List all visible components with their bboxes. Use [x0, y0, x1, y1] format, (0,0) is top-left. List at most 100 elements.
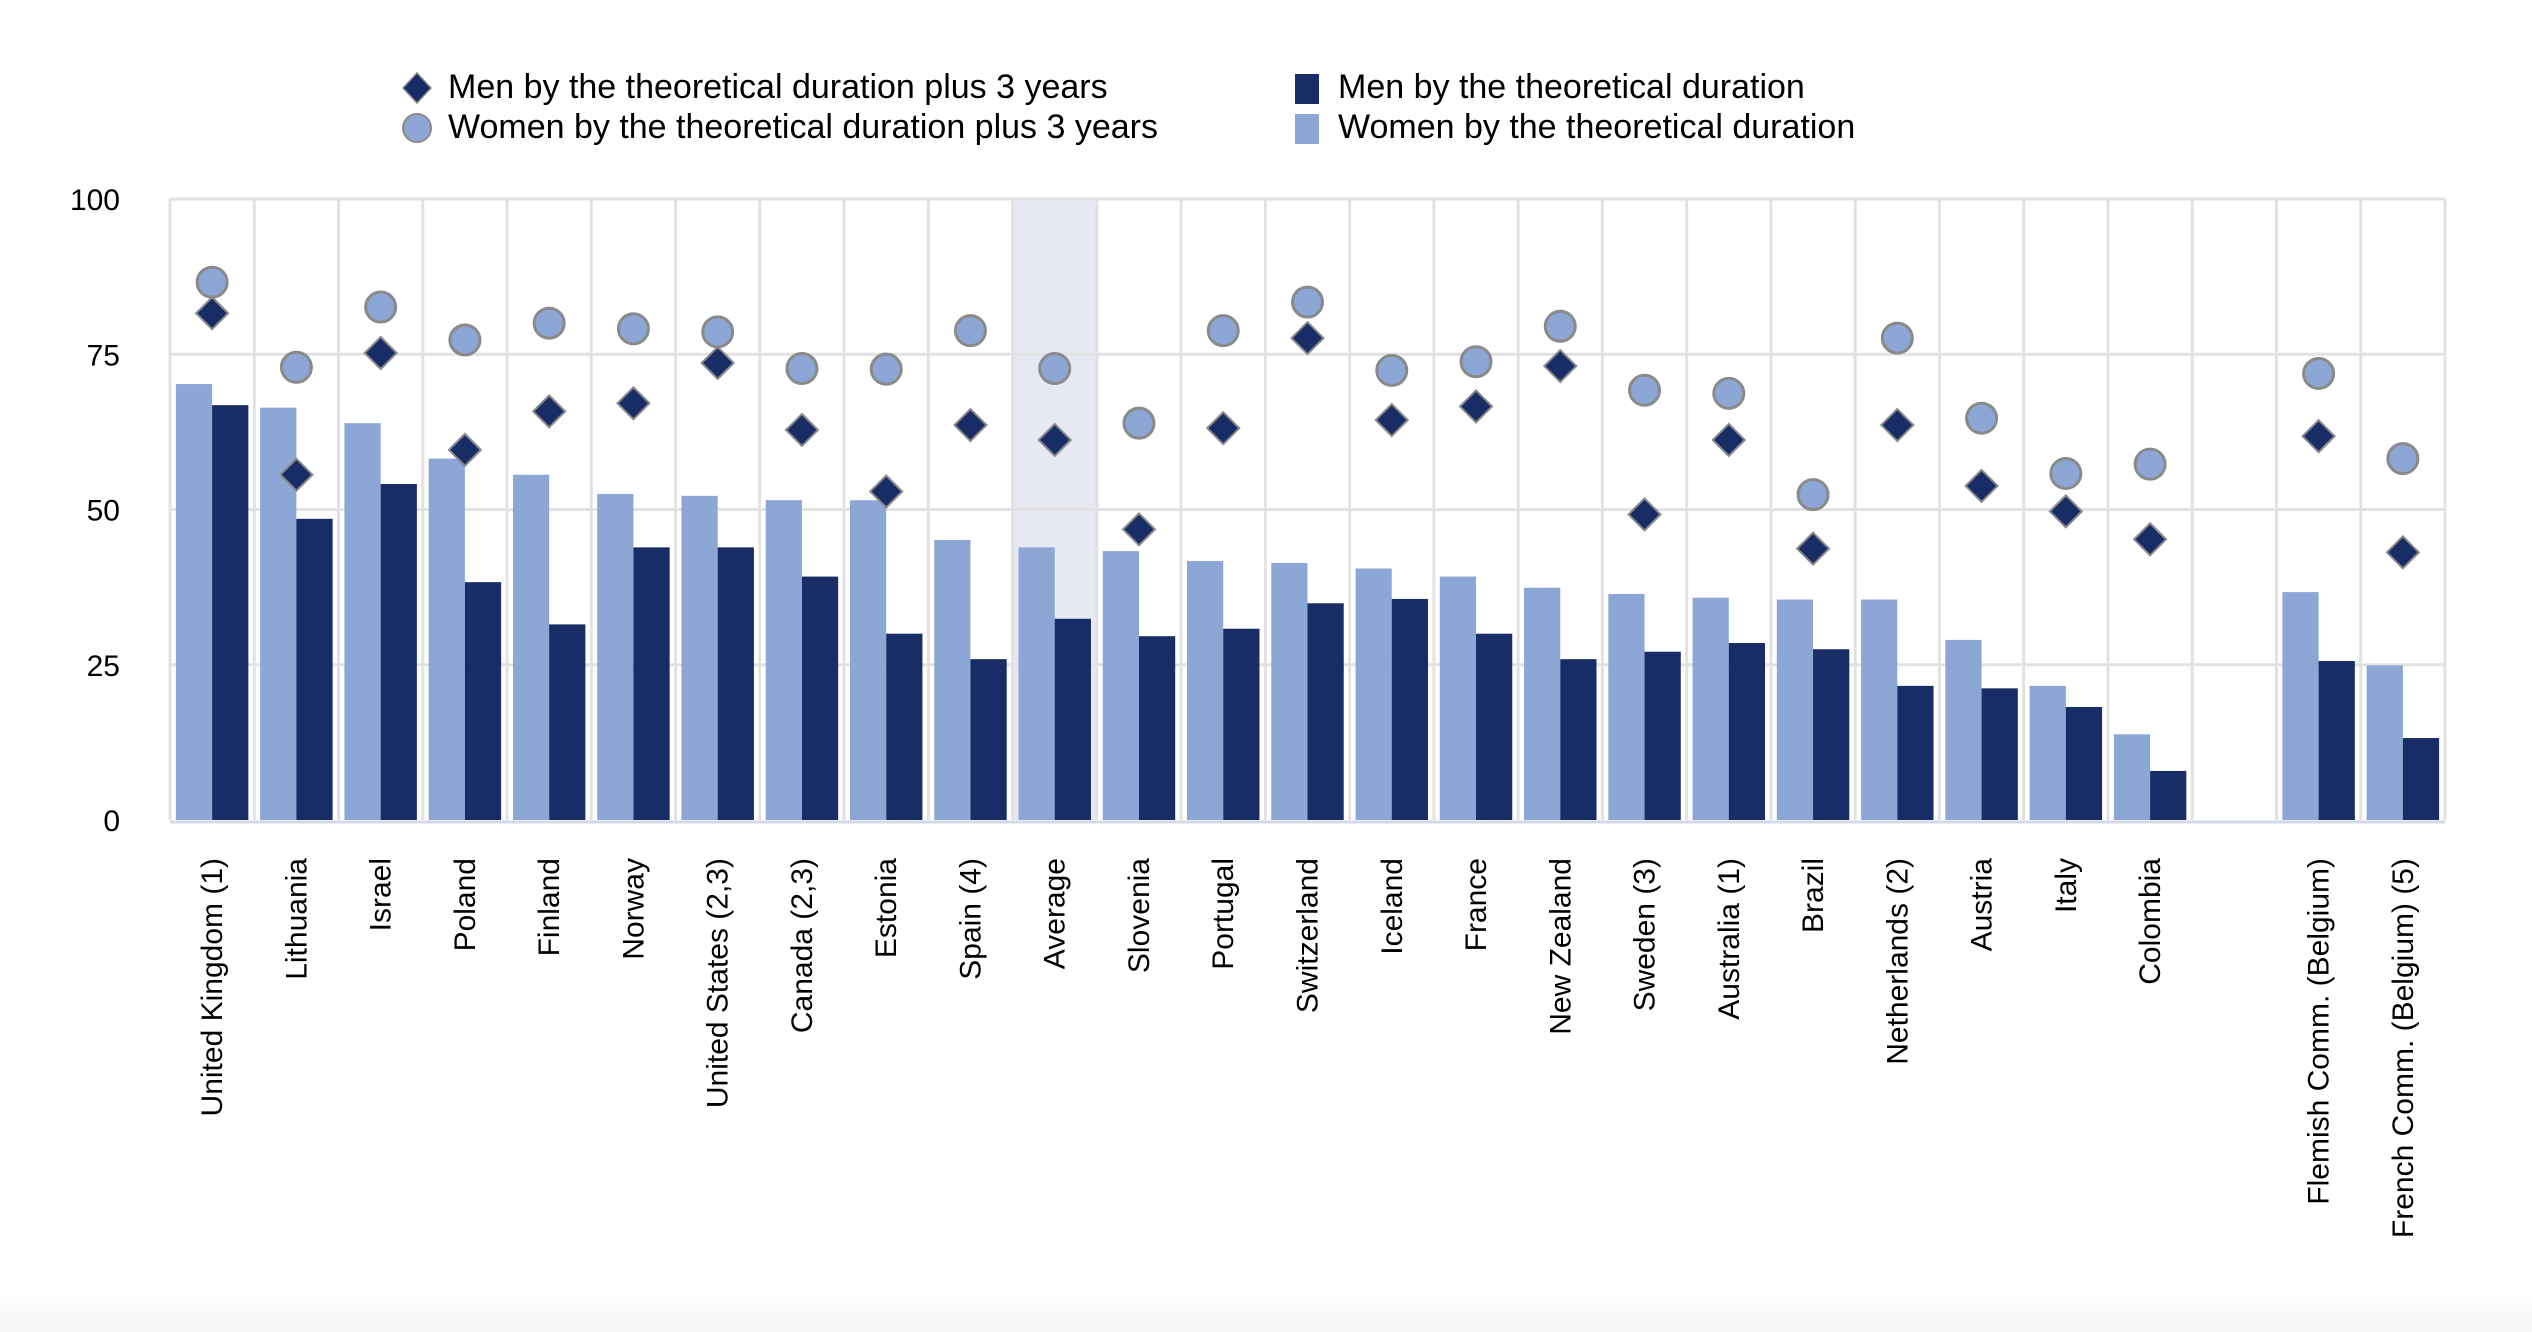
- legend-label: Women by the theoretical duration: [1338, 108, 1856, 146]
- chart-legend: Men by the theoretical duration plus 3 y…: [400, 68, 2000, 158]
- y-tick-label: 25: [87, 650, 120, 683]
- bar-women: [2366, 665, 2403, 820]
- x-category-label: Australia (1): [1713, 858, 1746, 1020]
- bar-men: [801, 576, 839, 820]
- bar-men: [549, 624, 586, 820]
- marker-women-plus3: [1375, 353, 1409, 387]
- x-category-label: Sweden (3): [1629, 858, 1662, 1011]
- bar-men: [2065, 706, 2103, 820]
- legend-item-men: Men by the theoretical duration: [1290, 68, 1805, 107]
- bar-men: [1223, 628, 1260, 820]
- bar-women: [1861, 599, 1898, 820]
- marker-women-plus3: [1543, 309, 1577, 343]
- marker-men-plus3: [1374, 402, 1410, 438]
- legend-item-women: Women by the theoretical duration: [1290, 108, 1855, 147]
- marker-men-plus3: [784, 412, 820, 448]
- bar-men: [2402, 738, 2440, 820]
- x-category-label: Finland: [533, 858, 566, 956]
- bar-women: [512, 474, 550, 820]
- bar-women: [1439, 576, 1477, 820]
- bar-men: [212, 405, 249, 820]
- marker-men-plus3: [1964, 468, 1999, 504]
- marker-men-plus3: [1458, 388, 1494, 424]
- x-category-label: Portugal: [1207, 858, 1240, 970]
- marker-men-plus3: [1290, 320, 1325, 356]
- marker-men-plus3: [1121, 511, 1157, 547]
- marker-women-plus3: [1628, 373, 1662, 407]
- marker-women-plus3: [2302, 357, 2336, 391]
- bar-men: [1476, 633, 1513, 820]
- bar-men: [1138, 636, 1176, 820]
- bar-men: [1897, 685, 1934, 820]
- marker-women-plus3: [869, 352, 903, 386]
- marker-men-plus3: [447, 432, 483, 468]
- marker-women-plus3: [953, 314, 987, 348]
- bar-men: [1560, 659, 1597, 820]
- marker-women-plus3: [1291, 285, 1324, 319]
- marker-women-plus3: [616, 312, 650, 346]
- square-marker-icon: [1295, 73, 1319, 104]
- marker-women-plus3: [364, 290, 398, 324]
- marker-men-plus3: [363, 335, 399, 371]
- square-marker-icon: [1295, 113, 1319, 144]
- marker-men-plus3: [616, 385, 651, 421]
- bar-men: [1728, 643, 1766, 820]
- marker-men-plus3: [1205, 410, 1241, 446]
- marker-men-plus3: [2301, 418, 2337, 454]
- marker-men-plus3: [1037, 422, 1073, 458]
- bar-women: [428, 458, 465, 820]
- bar-women: [1692, 597, 1729, 820]
- marker-women-plus3: [1459, 345, 1493, 379]
- marker-women-plus3: [195, 265, 229, 299]
- marker-women-plus3: [1712, 376, 1746, 410]
- marker-men-plus3: [700, 345, 736, 381]
- legend-label: Men by the theoretical duration plus 3 y…: [448, 68, 1108, 106]
- x-category-label: Israel: [365, 858, 398, 931]
- bar-women: [765, 500, 802, 820]
- marker-women-plus3: [785, 352, 819, 386]
- bar-women: [2029, 685, 2066, 820]
- legend-item-women-plus3: Women by the theoretical duration plus 3…: [400, 108, 1158, 147]
- x-category-label: Slovenia: [1123, 858, 1156, 973]
- y-tick-label: 0: [103, 805, 120, 838]
- bar-men: [886, 633, 923, 820]
- bar-men: [380, 484, 417, 820]
- legend-label: Women by the theoretical duration plus 3…: [448, 108, 1158, 146]
- legend-item-men-plus3: Men by the theoretical duration plus 3 y…: [400, 68, 1108, 107]
- legend-label: Men by the theoretical duration: [1338, 68, 1805, 106]
- bar-women: [1608, 593, 1645, 820]
- bar-women: [2113, 734, 2151, 820]
- bar-men: [1981, 688, 2018, 820]
- x-category-label: French Comm. (Belgium) (5): [2387, 858, 2420, 1238]
- bar-women: [1102, 551, 1139, 820]
- marker-women-plus3: [448, 323, 482, 357]
- marker-women-plus3: [2049, 456, 2083, 490]
- marker-men-plus3: [953, 407, 988, 443]
- bar-women: [344, 423, 381, 820]
- x-category-label: Spain (4): [954, 858, 987, 980]
- x-category-label: Austria: [1966, 858, 1999, 952]
- bar-men: [2318, 661, 2355, 820]
- marker-men-plus3: [531, 393, 567, 429]
- bar-women: [1018, 547, 1055, 820]
- marker-women-plus3: [2386, 442, 2420, 476]
- x-category-label: Estonia: [870, 858, 903, 958]
- marker-women-plus3: [1880, 321, 1914, 355]
- marker-women-plus3: [701, 315, 735, 349]
- bar-women: [1271, 562, 1308, 820]
- bar-women: [849, 500, 887, 820]
- x-category-label: Switzerland: [1292, 858, 1325, 1013]
- x-category-label: New Zealand: [1544, 858, 1577, 1035]
- marker-men-plus3: [1542, 348, 1578, 384]
- x-category-label: United States (2,3): [702, 858, 735, 1108]
- bar-men: [970, 659, 1007, 820]
- x-category-label: Average: [1039, 858, 1072, 969]
- x-category-label: Iceland: [1376, 858, 1409, 955]
- bar-women: [1187, 561, 1224, 820]
- marker-women-plus3: [1206, 314, 1240, 348]
- marker-men-plus3: [278, 457, 314, 493]
- marker-men-plus3: [2132, 521, 2168, 557]
- marker-men-plus3: [1711, 422, 1747, 458]
- marker-men-plus3: [868, 474, 904, 509]
- bar-women: [597, 493, 634, 820]
